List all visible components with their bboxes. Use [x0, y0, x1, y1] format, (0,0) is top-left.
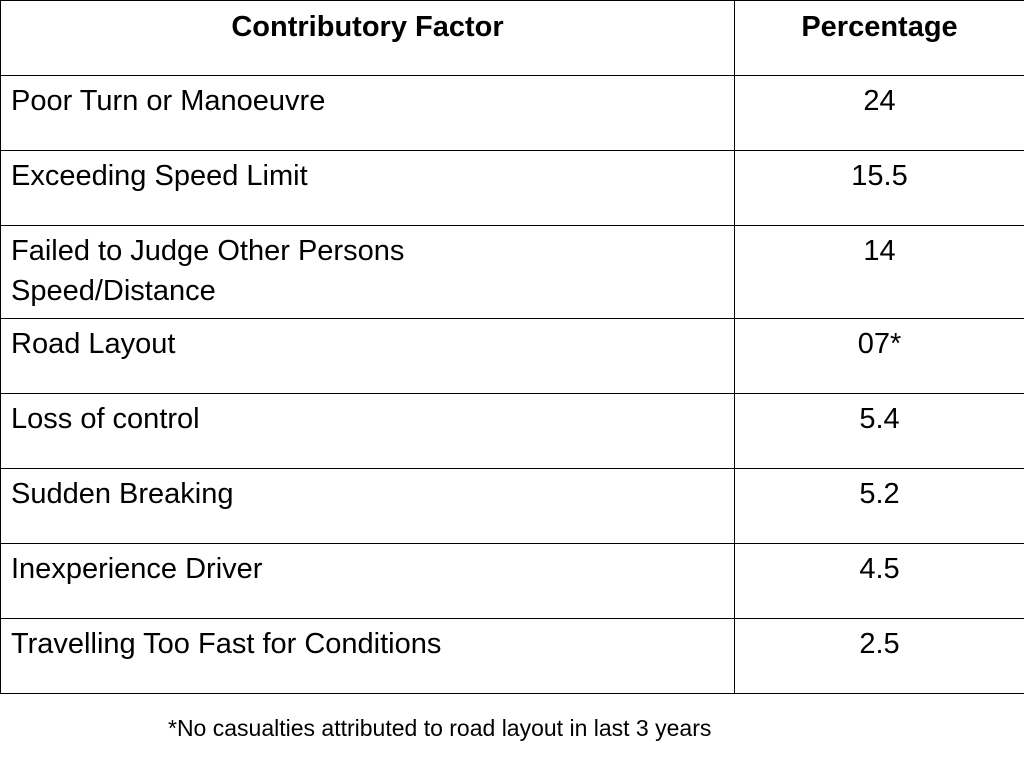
table-row: Road Layout 07* — [0, 318, 1024, 394]
header-contributory-factor: Contributory Factor — [0, 0, 735, 76]
table-row: Travelling Too Fast for Conditions 2.5 — [0, 618, 1024, 694]
factor-cell: Inexperience Driver — [0, 543, 735, 619]
percentage-cell: 5.4 — [734, 393, 1024, 469]
table-row: Failed to Judge Other Persons Speed/Dist… — [0, 225, 1024, 319]
factor-cell: Failed to Judge Other Persons Speed/Dist… — [0, 225, 735, 319]
factor-cell: Sudden Breaking — [0, 468, 735, 544]
factor-cell: Loss of control — [0, 393, 735, 469]
contributory-factors-table: Contributory Factor Percentage Poor Turn… — [0, 0, 1024, 694]
factor-cell: Road Layout — [0, 318, 735, 394]
factor-cell: Exceeding Speed Limit — [0, 150, 735, 226]
factor-cell: Travelling Too Fast for Conditions — [0, 618, 735, 694]
table-row: Sudden Breaking 5.2 — [0, 468, 1024, 544]
percentage-cell: 2.5 — [734, 618, 1024, 694]
percentage-cell: 14 — [734, 225, 1024, 319]
percentage-cell: 07* — [734, 318, 1024, 394]
percentage-cell: 4.5 — [734, 543, 1024, 619]
table-row: Inexperience Driver 4.5 — [0, 543, 1024, 619]
table-header-row: Contributory Factor Percentage — [0, 0, 1024, 76]
percentage-cell: 24 — [734, 75, 1024, 151]
footnote: *No casualties attributed to road layout… — [168, 715, 712, 741]
table-row: Poor Turn or Manoeuvre 24 — [0, 75, 1024, 151]
factor-text: Failed to Judge Other Persons Speed/Dist… — [11, 235, 405, 307]
header-percentage: Percentage — [734, 0, 1024, 76]
table-row: Loss of control 5.4 — [0, 393, 1024, 469]
factor-cell: Poor Turn or Manoeuvre — [0, 75, 735, 151]
percentage-cell: 5.2 — [734, 468, 1024, 544]
table-row: Exceeding Speed Limit 15.5 — [0, 150, 1024, 226]
percentage-cell: 15.5 — [734, 150, 1024, 226]
